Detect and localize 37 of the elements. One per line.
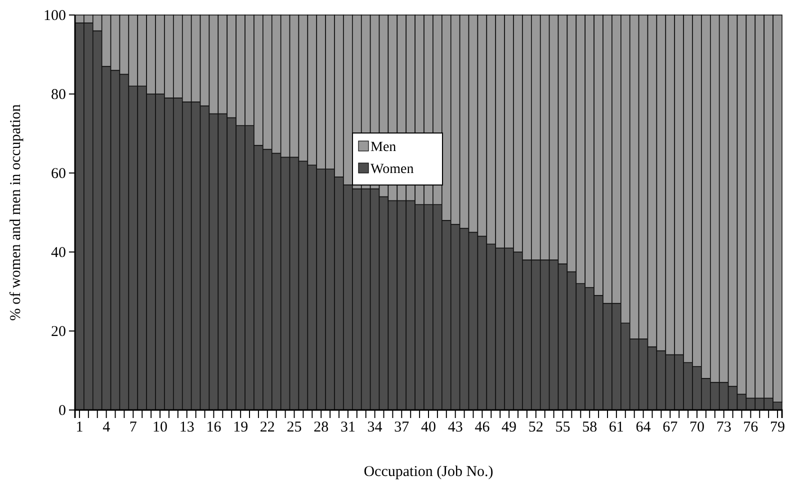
x-tick-label: 31 [340,420,356,436]
x-axis-title: Occupation (Job No.) [364,464,494,480]
x-tick-label: 46 [474,420,490,436]
x-tick-label: 76 [743,420,759,436]
y-tick-label: 80 [51,86,66,103]
x-tick-label: 58 [582,420,598,436]
x-tick-label: 28 [314,420,329,436]
x-tick-label: 22 [260,420,275,436]
y-tick-label: 100 [44,8,66,24]
x-tick-label: 40 [421,420,436,436]
series-label: Men [370,140,396,155]
x-tick-label: 79 [770,420,786,436]
x-tick-label: 73 [716,420,732,436]
y-tick-label: 40 [51,244,66,261]
y-tick-label: 0 [58,402,66,419]
x-tick-label: 7 [129,420,138,436]
legend-label: Women [370,162,414,177]
x-tick-label: 10 [152,420,168,436]
x-tick-label: 64 [636,420,652,436]
x-tick-label: 16 [206,420,222,436]
x-tick-label: 13 [179,420,194,436]
x-tick-label: 61 [608,420,624,436]
x-tick-label: 52 [528,420,544,436]
x-tick-label: 70 [689,420,704,436]
y-axis-title: % of women and men in occupation [8,104,24,321]
x-tick-label: 55 [555,420,570,436]
x-tick-label: 67 [662,420,678,436]
x-tick-label: 37 [394,420,410,436]
x-tick-label: 19 [233,420,248,436]
x-tick-label: 49 [502,420,517,436]
x-tick-label: 4 [102,420,111,436]
x-tick-label: 25 [286,420,302,436]
x-tick-label: 43 [448,420,463,436]
x-tick-label: 34 [367,420,383,436]
x-tick-label: 1 [76,420,84,436]
y-tick-label: 20 [51,324,66,340]
y-tick-label: 60 [51,166,66,182]
